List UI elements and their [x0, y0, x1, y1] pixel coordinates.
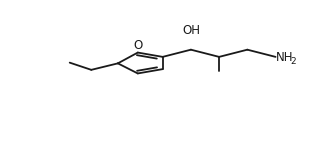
- Text: OH: OH: [182, 24, 200, 37]
- Text: O: O: [133, 39, 142, 52]
- Text: NH: NH: [276, 51, 293, 64]
- Text: 2: 2: [290, 57, 296, 66]
